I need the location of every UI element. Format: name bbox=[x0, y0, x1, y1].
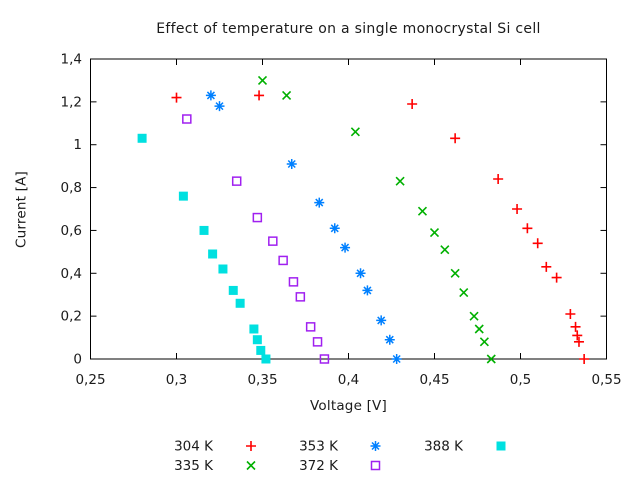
data-point-asterisk bbox=[205, 90, 216, 101]
data-point-cross bbox=[486, 354, 496, 364]
data-point-plus bbox=[565, 309, 576, 319]
data-point-plus bbox=[493, 174, 504, 184]
x-tick-label: 0,5 bbox=[510, 372, 531, 388]
data-point-square-filled bbox=[218, 264, 228, 274]
data-point-square-filled bbox=[496, 441, 506, 451]
data-point-cross bbox=[450, 268, 460, 278]
data-point-square-filled bbox=[199, 225, 209, 235]
x-tick-label: 0,45 bbox=[419, 372, 449, 388]
y-tick-label: 1,2 bbox=[61, 94, 82, 110]
data-point-cross bbox=[350, 127, 360, 137]
x-tick-label: 0,4 bbox=[338, 372, 359, 388]
data-point-square-open bbox=[312, 337, 323, 347]
data-point-square-filled bbox=[228, 285, 238, 295]
data-point-asterisk bbox=[370, 441, 381, 451]
data-point-cross bbox=[440, 245, 450, 255]
y-tick-label: 0,2 bbox=[61, 309, 82, 325]
data-point-square-filled bbox=[208, 249, 218, 259]
data-point-plus bbox=[522, 223, 533, 234]
legend-label: 335 K bbox=[174, 458, 214, 474]
legend-label: 304 K bbox=[174, 439, 214, 455]
data-point-square-open bbox=[288, 277, 299, 287]
y-tick-label: 1,4 bbox=[61, 52, 82, 68]
plot-border bbox=[90, 58, 607, 360]
data-point-cross bbox=[479, 337, 489, 347]
data-point-plus bbox=[573, 336, 584, 347]
x-tick-label: 0,35 bbox=[247, 372, 277, 388]
data-point-plus bbox=[246, 441, 256, 451]
data-point-plus bbox=[407, 99, 418, 109]
y-tick-label: 0,4 bbox=[61, 266, 82, 282]
data-point-cross bbox=[474, 324, 484, 334]
data-point-asterisk bbox=[362, 285, 373, 296]
data-point-plus bbox=[541, 261, 552, 272]
legend-label: 388 K bbox=[424, 439, 464, 455]
data-point-plus bbox=[254, 90, 265, 101]
data-point-square-open bbox=[278, 255, 288, 266]
legend-label: 353 K bbox=[299, 439, 339, 455]
data-point-cross bbox=[257, 75, 268, 85]
data-point-cross bbox=[469, 311, 479, 321]
data-point-cross bbox=[282, 90, 292, 100]
data-point-square-open bbox=[319, 354, 330, 364]
data-point-square-open bbox=[305, 322, 316, 332]
data-point-square-filled bbox=[249, 324, 259, 334]
data-point-square-filled bbox=[235, 298, 245, 308]
data-point-cross bbox=[417, 206, 428, 216]
data-point-asterisk bbox=[340, 242, 351, 253]
data-point-asterisk bbox=[286, 159, 297, 169]
data-point-plus bbox=[570, 321, 581, 332]
data-point-cross bbox=[395, 176, 405, 186]
data-point-asterisk bbox=[314, 197, 325, 208]
data-point-asterisk bbox=[391, 354, 402, 364]
data-point-plus bbox=[450, 133, 461, 144]
data-point-cross bbox=[429, 228, 440, 238]
y-tick-label: 0 bbox=[73, 352, 82, 368]
data-point-cross bbox=[246, 460, 256, 471]
x-tick-label: 0,25 bbox=[75, 372, 105, 388]
data-point-asterisk bbox=[329, 223, 340, 234]
legend-label: 372 K bbox=[299, 458, 339, 474]
data-point-plus bbox=[171, 92, 182, 103]
y-tick-label: 1 bbox=[73, 137, 82, 153]
data-point-square-filled bbox=[178, 191, 188, 201]
data-point-plus bbox=[579, 354, 590, 364]
data-point-square-open bbox=[268, 236, 278, 246]
data-point-square-open bbox=[231, 176, 242, 186]
data-point-plus bbox=[532, 238, 543, 249]
data-point-plus bbox=[551, 272, 562, 283]
data-point-plus bbox=[572, 330, 583, 341]
x-axis-title: Voltage [V] bbox=[310, 398, 387, 414]
data-point-square-filled bbox=[252, 335, 262, 345]
data-point-square-open bbox=[252, 212, 263, 223]
data-point-asterisk bbox=[214, 101, 225, 112]
y-tick-label: 0,6 bbox=[61, 223, 82, 239]
data-point-plus bbox=[512, 204, 523, 214]
x-tick-label: 0,55 bbox=[591, 372, 621, 388]
y-tick-label: 0,8 bbox=[61, 180, 82, 196]
data-point-square-filled bbox=[261, 354, 271, 364]
chart-title: Effect of temperature on a single monocr… bbox=[156, 21, 541, 37]
x-tick-label: 0,3 bbox=[166, 372, 187, 388]
data-point-square-open bbox=[295, 292, 306, 302]
data-point-asterisk bbox=[355, 268, 366, 279]
data-point-square-open bbox=[182, 114, 192, 124]
data-point-cross bbox=[459, 288, 469, 298]
data-point-square-filled bbox=[256, 345, 266, 355]
data-point-asterisk bbox=[376, 315, 387, 326]
data-point-square-filled bbox=[137, 133, 147, 143]
data-point-square-open bbox=[370, 460, 381, 471]
data-point-asterisk bbox=[384, 334, 395, 345]
